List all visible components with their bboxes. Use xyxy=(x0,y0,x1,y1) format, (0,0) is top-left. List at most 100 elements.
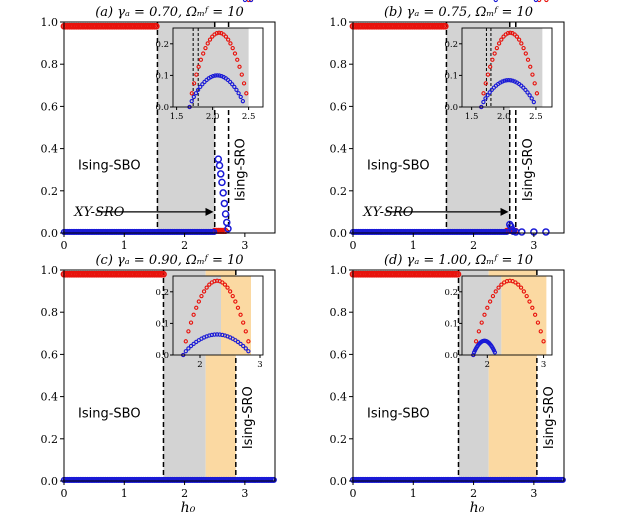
panel-a-arrow-head xyxy=(205,207,214,216)
panel-a-inset-blue-point xyxy=(242,0,248,3)
panel-d-inset-ytick-label: 0.2 xyxy=(444,288,458,298)
panel-b-inset-blue-point xyxy=(527,93,532,98)
panel-a-inset-gray-region xyxy=(173,28,249,107)
panel-c-inset-blue-point xyxy=(248,0,254,3)
panel-a-inset-xtick-label: 2.0 xyxy=(206,112,220,122)
panel-a-axes-frame xyxy=(63,21,276,234)
panel-d-ytick-label: 0.8 xyxy=(330,306,348,319)
panel-a-ytick-label: 1.0 xyxy=(41,16,59,29)
panel-d-inset-red-point xyxy=(535,320,541,325)
panel-b-inset-blue-point xyxy=(481,99,486,105)
panel-b-inset-blue-point xyxy=(489,87,494,93)
panel-a-xtick-label: 1 xyxy=(121,239,128,252)
panel-a-inset-red-point xyxy=(216,30,222,35)
panel-c-inset-red-point xyxy=(225,285,230,290)
panel-b-inset-blue-point xyxy=(502,78,507,83)
panel-b-inset-frame xyxy=(461,27,553,108)
x-axis-label-left: h₀ xyxy=(181,500,196,516)
panel-a-inset-blue-point xyxy=(236,91,241,96)
panel-d-inset-red-point xyxy=(532,312,538,317)
panel-b-inset-red-point xyxy=(485,72,491,77)
panel-b-inset-blue-point xyxy=(485,93,490,98)
panel-a-inset-blue-point xyxy=(191,94,196,100)
panel-d-inset-red-point xyxy=(499,282,504,287)
panel-a-inset-red-point xyxy=(221,32,226,37)
panel-c-inset-red-point xyxy=(191,312,196,317)
panel-b-inset-red-point xyxy=(505,31,511,36)
panel-c-inset-red-point xyxy=(222,282,228,287)
panel-d-inset-red-point xyxy=(479,320,484,325)
panel-a-inset-blue-point xyxy=(234,87,239,93)
panel-a-inset-red-point xyxy=(230,45,235,51)
panel-b-inset-blue-point xyxy=(531,99,536,105)
panel-a-blue-drop-point xyxy=(218,178,226,187)
panel-b-ytick-label: 0.6 xyxy=(330,100,348,113)
panel-b-ytick-label: 0.4 xyxy=(330,143,348,156)
panel-a-blue-point xyxy=(211,228,218,236)
panel-c-inset-ytick-label: 0.2 xyxy=(155,288,169,298)
panel-b-inset-blue-point xyxy=(510,78,515,83)
panel-a-inset-frame xyxy=(172,27,264,108)
panel-a-ytick-label: 0.8 xyxy=(41,58,59,71)
panel-b-inset-blue-point xyxy=(487,90,492,95)
panel-c-xtick-label: 1 xyxy=(121,487,128,500)
panel-d-ytick-label: 1.0 xyxy=(330,264,348,277)
panel-d-inset-blue-point xyxy=(492,350,498,355)
panel-a-red-point xyxy=(152,22,160,30)
panel-c-inset-red-point xyxy=(183,339,188,344)
panel-b-xtick-label: 2 xyxy=(470,239,477,252)
panel-c-ytick-label: 0.0 xyxy=(41,475,59,488)
panel-b-inset-blue-point xyxy=(521,85,526,90)
panel-c-inset-xtick-label: 3 xyxy=(257,360,262,370)
panel-b-xtick-label: 3 xyxy=(530,239,537,252)
panel-a-inset-red-point xyxy=(196,64,201,69)
panel-a-blue-drop-point xyxy=(214,155,223,163)
panel-d-ytick-label: 0.6 xyxy=(330,348,348,361)
panel-a-inset-red-point xyxy=(239,72,244,77)
panel-c-inset-red-point xyxy=(220,280,225,285)
panel-d-ytick-label: 0.0 xyxy=(330,475,348,488)
panel-c-inset-blue-point xyxy=(214,332,220,337)
panel-b-inset-red-point xyxy=(481,91,486,96)
panel-a-inset-ytick-label: 0.2 xyxy=(155,40,169,50)
panel-a-inset-red-point xyxy=(205,41,210,46)
panel-d-inset-red-point xyxy=(516,282,521,287)
panel-a-inset-ytick-label: 0.0 xyxy=(155,103,169,113)
panel-c-red-point xyxy=(160,270,167,278)
panel-a-inset-red-point xyxy=(241,81,247,86)
panel-a-inset-blue-point xyxy=(195,87,201,93)
panel-b-inset-red-point xyxy=(536,0,542,3)
panel-a-inset-blue-point xyxy=(219,73,224,79)
panel-b-inset-red-point xyxy=(514,34,520,39)
panel-a-inset-blue-point xyxy=(193,91,199,96)
panel-a-inset-blue-point xyxy=(217,73,222,78)
panel-b-label-ising-sro: Ising-SRO xyxy=(521,138,536,201)
panel-b-inset-ytick-label: 0.2 xyxy=(444,40,458,50)
panel-a-inset-blue-point xyxy=(227,79,233,85)
panel-c-xtick-label: 3 xyxy=(241,487,248,500)
panel-d-inset-red-point xyxy=(530,305,535,310)
panel-a-blue-drop-point xyxy=(215,161,224,170)
panel-b-inset-red-point xyxy=(483,81,488,86)
panel-c-label-ising-sbo: Ising-SBO xyxy=(78,407,141,422)
panel-a-inset-red-point xyxy=(223,34,229,39)
panel-b-inset-red-point xyxy=(496,41,502,46)
panel-b-blue-drop-point xyxy=(518,228,526,236)
panel-c-inset-red-point xyxy=(186,329,191,334)
panel-d-label-ising-sro: Ising-SRO xyxy=(542,386,557,449)
panel-b-inset-red-point xyxy=(519,41,524,46)
panel-c-inset-blue-point xyxy=(241,343,246,349)
panel-b-inset-gray-region xyxy=(462,28,543,107)
panel-c-inset-blue-point xyxy=(217,332,222,337)
panel-a-inset-red-point xyxy=(237,64,242,69)
panel-b-inset-red-point xyxy=(488,64,493,69)
panel-d-red-point xyxy=(454,270,462,278)
panel-d-xtick-label: 1 xyxy=(410,487,417,500)
panel-c-inset-red-point xyxy=(207,282,212,287)
panel-a-inset-red-point xyxy=(246,0,251,3)
panel-a-inset-blue-point xyxy=(210,73,216,79)
panel-c-title: (c) γₐ = 0.90, Ωₘᶠ = 10 xyxy=(95,253,243,268)
panel-a-inset-red-point xyxy=(210,34,215,39)
panel-a-inset-red-point xyxy=(201,51,206,56)
panel-d-ytick-label: 0.4 xyxy=(330,391,348,404)
